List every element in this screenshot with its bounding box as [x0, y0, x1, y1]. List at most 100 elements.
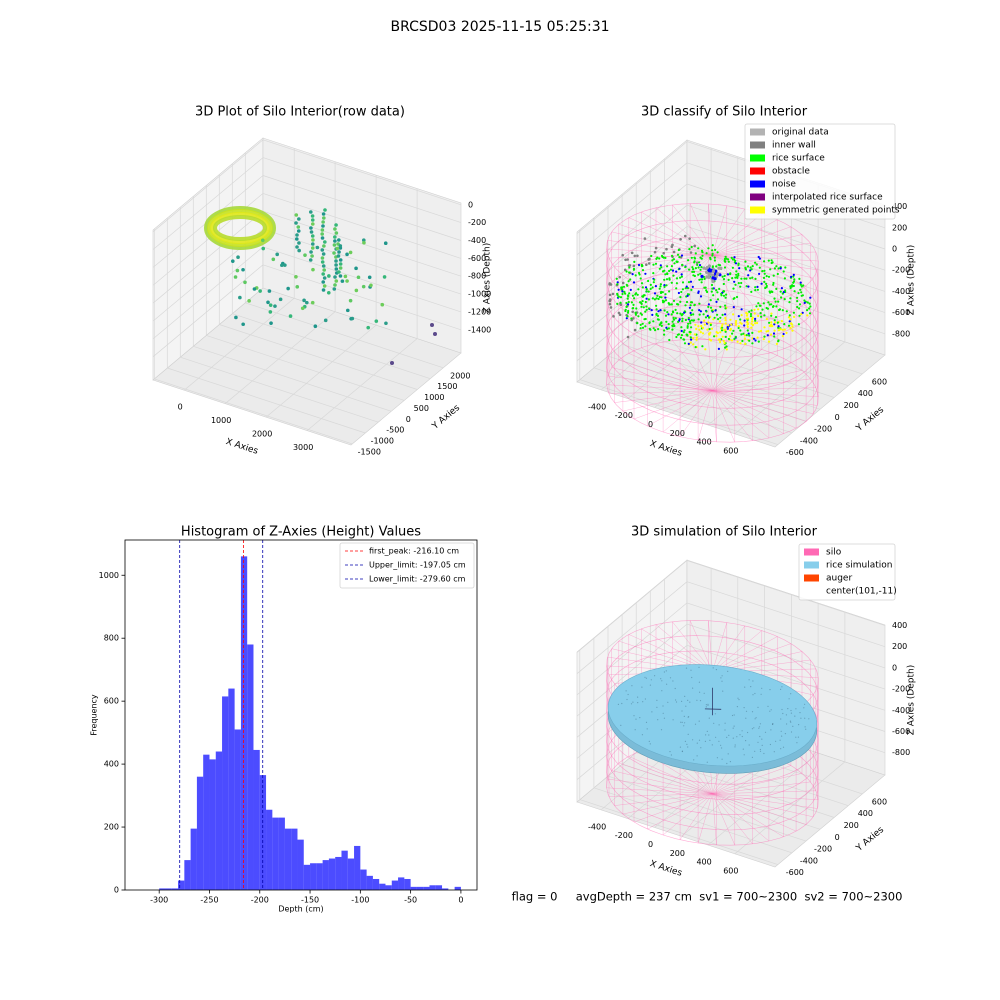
x-axis-label: Depth (cm) [278, 905, 323, 914]
point [679, 296, 682, 299]
z-tick-label: 400 [892, 202, 907, 211]
point [628, 271, 631, 274]
point [751, 331, 754, 334]
rice-texture [734, 744, 736, 746]
point [722, 278, 726, 281]
legend-swatch [750, 154, 765, 162]
z-tick-label: -1000 [468, 290, 491, 299]
rice-texture [727, 753, 729, 755]
point [724, 330, 727, 333]
point [704, 316, 708, 319]
point [337, 250, 341, 254]
point [710, 327, 714, 330]
grid-line [218, 174, 418, 390]
z-tick-label: -200 [892, 266, 910, 275]
rice-texture [743, 754, 745, 756]
point [697, 266, 700, 269]
point [711, 273, 715, 277]
point [668, 338, 671, 342]
point [693, 304, 696, 307]
point [648, 307, 651, 310]
point [670, 281, 673, 284]
point [635, 307, 638, 310]
rice-texture [705, 704, 708, 706]
point [625, 317, 628, 320]
point [750, 322, 753, 325]
x-tick-label: 0 [648, 840, 653, 849]
point [723, 341, 726, 345]
histogram-bar [178, 880, 185, 890]
y-tick-label: 0 [114, 886, 119, 895]
point [322, 268, 326, 272]
point [708, 333, 711, 336]
point [680, 329, 683, 333]
point [760, 315, 763, 318]
point [692, 274, 695, 277]
point [644, 310, 647, 313]
point [684, 318, 688, 322]
point [627, 280, 630, 283]
y-tick-label: 400 [858, 809, 873, 818]
point [712, 318, 715, 321]
point [637, 315, 640, 318]
point [310, 242, 315, 246]
point [690, 338, 693, 341]
rice-texture [757, 741, 759, 743]
point [616, 292, 619, 295]
point [278, 297, 283, 302]
point [792, 280, 796, 283]
point [751, 318, 754, 321]
rice-texture [757, 706, 759, 709]
point [300, 306, 305, 311]
point [674, 308, 677, 311]
point [733, 297, 736, 300]
histogram-bar [190, 828, 197, 890]
histogram-bar [203, 754, 210, 890]
point [699, 272, 702, 275]
rice-texture [796, 742, 798, 744]
rice-texture [745, 710, 748, 712]
point [707, 275, 711, 279]
point [792, 311, 796, 314]
point [632, 303, 635, 306]
histogram-bar [435, 885, 443, 890]
point [698, 278, 701, 281]
point [666, 311, 669, 314]
point [666, 272, 669, 275]
point [659, 291, 663, 294]
point [626, 311, 630, 314]
point [750, 268, 753, 271]
point [727, 258, 730, 261]
point [763, 269, 766, 272]
point [692, 343, 695, 346]
point [309, 250, 313, 254]
rice-texture [767, 705, 769, 708]
rice-texture [646, 728, 648, 730]
point [737, 274, 740, 277]
rice-texture [687, 733, 689, 736]
histogram-bar [316, 863, 323, 890]
point [693, 333, 697, 336]
rice-texture [804, 703, 806, 705]
point [655, 304, 658, 307]
y-tick-label: 0 [406, 415, 411, 424]
point [677, 333, 681, 336]
point [665, 247, 668, 251]
point [637, 263, 641, 267]
point [236, 255, 240, 260]
point [722, 339, 725, 343]
point [720, 294, 723, 297]
point [295, 285, 300, 289]
rice-texture [739, 734, 741, 736]
rice-texture [738, 699, 740, 701]
point [320, 232, 324, 236]
rice-texture [808, 718, 810, 720]
point [756, 321, 759, 325]
point [796, 300, 799, 303]
point [681, 263, 684, 266]
point [639, 277, 642, 280]
point [632, 264, 636, 268]
rice-texture [795, 708, 797, 710]
point [719, 316, 722, 319]
grid-line [179, 207, 379, 423]
